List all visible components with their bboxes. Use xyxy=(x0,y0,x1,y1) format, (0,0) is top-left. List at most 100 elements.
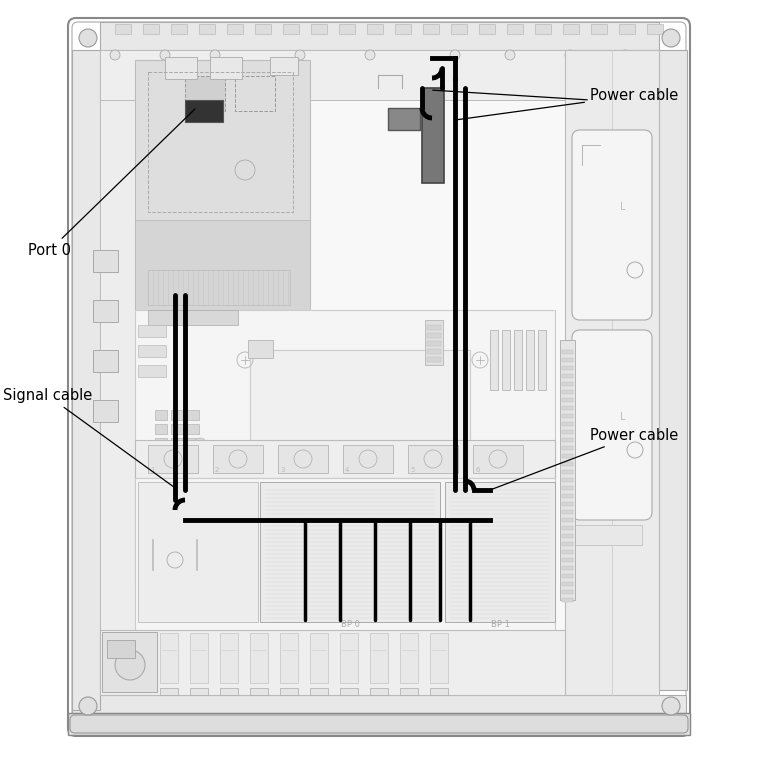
Bar xyxy=(278,445,328,473)
Bar xyxy=(283,24,299,34)
Bar xyxy=(280,688,298,695)
Bar xyxy=(562,478,573,482)
Bar xyxy=(220,688,238,695)
Bar xyxy=(138,365,166,377)
Bar xyxy=(395,24,411,34)
Bar xyxy=(562,518,573,522)
Text: Port 0: Port 0 xyxy=(28,109,195,258)
Bar xyxy=(311,24,327,34)
Bar xyxy=(562,486,573,490)
Bar xyxy=(562,510,573,514)
Text: 2: 2 xyxy=(215,467,219,473)
Text: L: L xyxy=(620,412,625,422)
Bar xyxy=(310,688,328,695)
Bar xyxy=(339,24,355,34)
Bar xyxy=(100,22,659,50)
Bar xyxy=(190,633,208,683)
Bar xyxy=(155,424,167,434)
Bar xyxy=(135,60,310,305)
Bar xyxy=(479,24,495,34)
Text: Power cable: Power cable xyxy=(458,88,679,120)
Bar xyxy=(280,633,298,683)
Bar xyxy=(408,445,458,473)
Bar xyxy=(526,330,534,390)
Bar xyxy=(451,24,467,34)
Bar xyxy=(427,325,441,330)
Bar xyxy=(72,695,686,713)
Text: Signal cable: Signal cable xyxy=(3,388,176,488)
Bar xyxy=(563,24,579,34)
Bar xyxy=(427,341,441,346)
Bar xyxy=(532,477,552,482)
Bar xyxy=(562,470,573,474)
Circle shape xyxy=(210,50,220,60)
Bar xyxy=(93,250,118,272)
Text: 1: 1 xyxy=(150,467,155,473)
Bar xyxy=(187,438,199,448)
Bar xyxy=(190,688,208,695)
Text: 5: 5 xyxy=(410,467,414,473)
Bar xyxy=(93,400,118,422)
Bar xyxy=(562,406,573,410)
Bar xyxy=(171,24,187,34)
Bar xyxy=(93,300,118,322)
Bar xyxy=(562,390,573,394)
Circle shape xyxy=(160,50,170,60)
Circle shape xyxy=(505,50,515,60)
Bar xyxy=(562,438,573,442)
Bar xyxy=(562,534,573,538)
Bar xyxy=(199,24,215,34)
Bar xyxy=(160,633,178,683)
FancyBboxPatch shape xyxy=(70,715,688,733)
Bar xyxy=(255,24,271,34)
Bar xyxy=(185,76,225,111)
Bar xyxy=(93,350,118,372)
Bar xyxy=(423,24,439,34)
Bar xyxy=(427,349,441,354)
Circle shape xyxy=(450,50,460,60)
Bar xyxy=(100,50,659,100)
Bar xyxy=(562,542,573,546)
Bar xyxy=(562,398,573,402)
Bar xyxy=(562,462,573,466)
Bar xyxy=(562,526,573,530)
Bar xyxy=(427,333,441,338)
Text: 3: 3 xyxy=(280,467,285,473)
Text: L: L xyxy=(620,202,625,212)
Circle shape xyxy=(193,438,207,452)
Bar xyxy=(340,633,358,683)
Bar xyxy=(562,494,573,498)
Bar xyxy=(532,461,552,466)
Bar xyxy=(562,598,573,602)
Bar xyxy=(340,688,358,695)
FancyBboxPatch shape xyxy=(572,130,652,320)
Bar xyxy=(430,688,448,695)
Bar xyxy=(187,424,199,434)
Bar xyxy=(370,688,388,695)
Circle shape xyxy=(620,50,630,60)
Bar xyxy=(562,382,573,386)
Bar xyxy=(562,566,573,570)
Bar xyxy=(422,88,444,183)
Bar xyxy=(562,358,573,362)
Circle shape xyxy=(365,50,375,60)
Bar xyxy=(135,440,555,478)
Bar xyxy=(310,633,328,683)
Bar xyxy=(562,422,573,426)
Bar xyxy=(400,633,418,683)
Bar xyxy=(148,72,293,212)
Bar xyxy=(562,414,573,418)
Bar xyxy=(250,688,268,695)
FancyBboxPatch shape xyxy=(572,330,652,520)
Text: BP 0: BP 0 xyxy=(341,620,360,629)
Bar xyxy=(143,24,159,34)
Bar xyxy=(565,50,659,695)
Bar xyxy=(171,438,183,448)
Bar xyxy=(102,632,157,692)
Bar xyxy=(148,445,198,473)
Circle shape xyxy=(662,29,680,47)
Bar xyxy=(138,325,166,337)
Bar xyxy=(619,24,635,34)
Bar xyxy=(155,410,167,420)
Bar xyxy=(562,502,573,506)
